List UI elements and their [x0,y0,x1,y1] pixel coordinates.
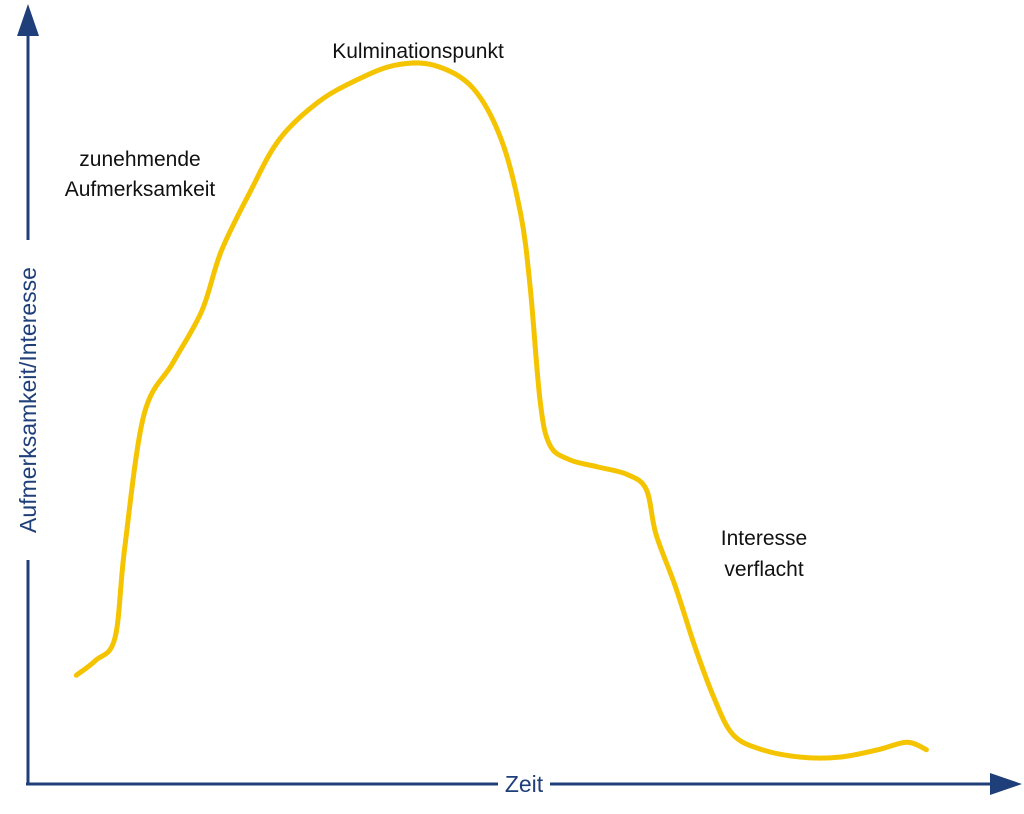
annotation-peak: Kulminationspunkt [332,40,504,63]
annotation-falling-line-2: verflacht [724,558,804,581]
annotation-rising-line-2: Aufmerksamkeit [65,178,216,201]
y-axis-label: Aufmerksamkeit/Interesse [15,267,41,533]
axes [17,4,1022,795]
y-axis-label-bg [14,240,44,560]
y-axis-label-group: Aufmerksamkeit/Interesse [14,240,44,560]
x-axis-label-group: Zeit [498,770,550,798]
x-axis-label-bg [498,770,550,798]
x-axis-arrow-icon [990,773,1022,795]
attention-curve-line [73,60,929,761]
annotation-falling-line-1: Interesse [721,527,807,550]
x-axis-label: Zeit [505,771,544,797]
annotation-rising-line-1: zunehmende [79,148,200,171]
y-axis-arrow-icon [17,4,39,36]
